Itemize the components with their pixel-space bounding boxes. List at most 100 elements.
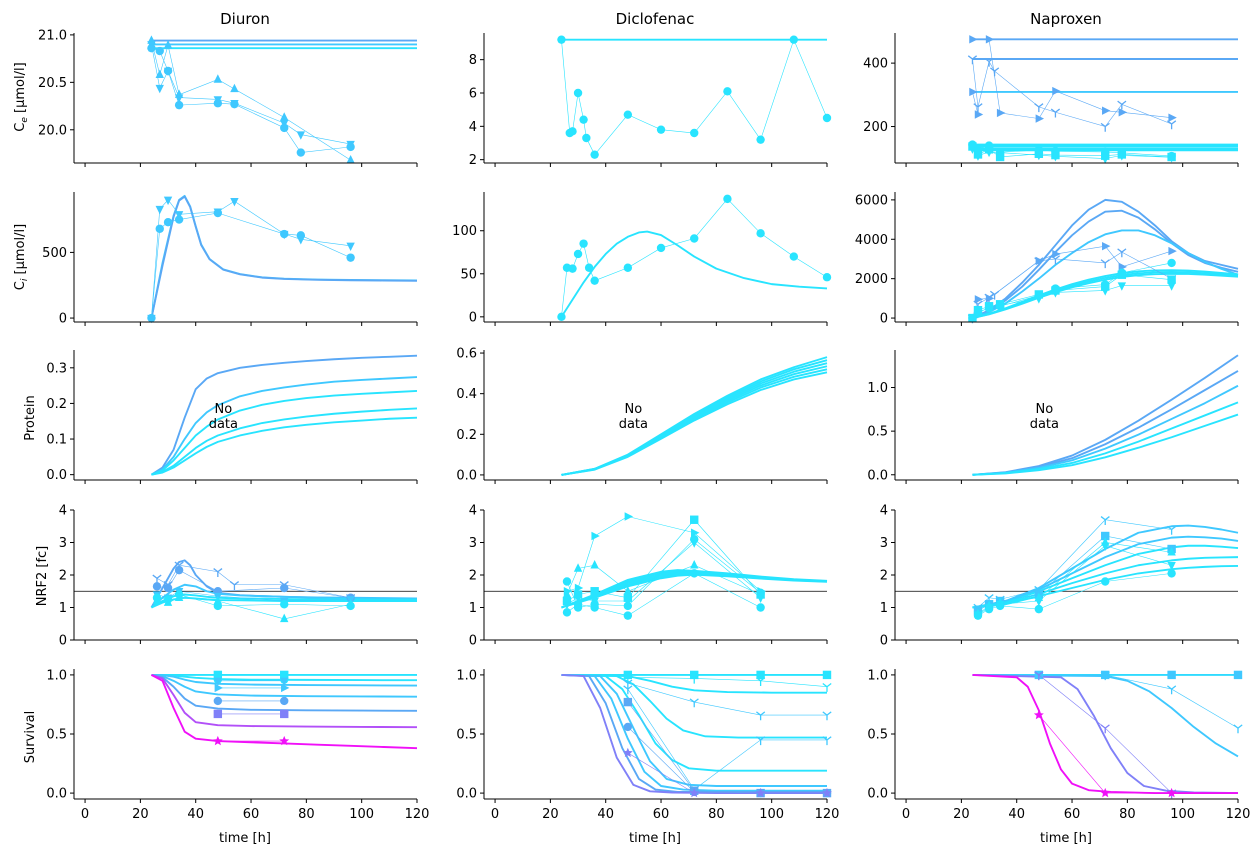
data-point (280, 123, 289, 133)
y-tick-label: 0.0 (867, 787, 888, 802)
data-point (690, 535, 699, 544)
data-point (996, 108, 1006, 118)
y-tick-label: 4 (469, 504, 477, 519)
data-point (623, 673, 633, 683)
observation-line (151, 212, 351, 319)
y-tick-label: 0 (469, 634, 477, 649)
data-point (574, 583, 584, 593)
data-point (1100, 259, 1110, 269)
panel-naproxen-ci: 0 2000 4000 6000 (855, 192, 1239, 327)
data-point (1101, 155, 1110, 164)
data-point (1033, 709, 1044, 720)
data-point (624, 512, 634, 521)
model-curve (151, 674, 418, 750)
data-point (1118, 108, 1128, 117)
observation-line (972, 274, 1172, 319)
data-point (689, 787, 700, 798)
data-point (1167, 569, 1176, 578)
data-point (1117, 282, 1127, 291)
y-tick-label: 0.0 (456, 787, 477, 802)
y-tick-label: 0 (880, 312, 888, 327)
data-point (689, 674, 699, 684)
data-point (756, 603, 765, 612)
data-point (230, 197, 239, 207)
row-label-ci: Ci [µmol/l] (13, 224, 30, 290)
data-point (582, 133, 591, 143)
data-point (568, 264, 577, 273)
data-point (690, 560, 699, 569)
data-point (1034, 671, 1044, 681)
data-point (756, 711, 766, 721)
model-curve (561, 673, 827, 787)
panel-diuron-ci-plot-area (147, 194, 418, 324)
y-tick-label: 1.0 (867, 381, 888, 396)
data-point (822, 670, 832, 680)
y-tick-label: 6 (469, 87, 477, 102)
data-point (1101, 531, 1110, 541)
data-point (562, 577, 572, 586)
data-point (1102, 241, 1111, 251)
data-point (973, 611, 983, 620)
data-point (213, 99, 223, 108)
model-curve (151, 376, 418, 476)
data-point (155, 84, 164, 94)
data-point (689, 698, 699, 708)
y-tick-label: 21.0 (38, 28, 67, 43)
model-curve (151, 416, 418, 476)
data-point (967, 55, 978, 65)
x-tick-label: 20 (132, 807, 149, 822)
data-point (623, 697, 633, 707)
data-point (968, 314, 977, 324)
data-point (155, 46, 164, 56)
data-point (789, 252, 799, 261)
data-point (622, 747, 633, 758)
panel-diuron-nrf2-plot-area (150, 559, 418, 623)
y-tick-label: 0 (59, 312, 67, 327)
data-point (163, 597, 173, 606)
data-point (213, 670, 223, 680)
y-tick-label: 3 (469, 536, 477, 551)
data-point (989, 67, 1000, 77)
data-point (557, 35, 566, 44)
y-tick-label: 0.2 (456, 428, 477, 443)
y-tick-label: 4 (469, 120, 477, 135)
data-point (1167, 685, 1177, 695)
data-point (230, 99, 239, 109)
data-point (690, 515, 699, 524)
data-point (346, 253, 355, 262)
no-data-annotation: No (215, 402, 233, 417)
data-point (1034, 151, 1044, 161)
column-title-diclofenac: Diclofenac (616, 10, 695, 28)
x-tick-label: 0 (902, 807, 910, 822)
data-point (1050, 255, 1061, 265)
x-tick-label: 60 (653, 807, 670, 822)
observation-line (151, 47, 351, 153)
data-point (822, 273, 832, 282)
row-label-nrf2: NRF2 [fc] (35, 546, 50, 607)
data-point (1034, 257, 1044, 267)
model-curve (151, 673, 418, 687)
y-tick-label: 0.5 (456, 728, 477, 743)
panel-diuron-survival-plot-area (151, 670, 418, 750)
y-tick-label: 2 (880, 569, 888, 584)
panel-diuron-ce-plot-area (147, 35, 417, 164)
data-point (623, 670, 633, 680)
data-point (213, 677, 223, 687)
model-curve (972, 413, 1239, 476)
data-point (623, 263, 633, 272)
y-tick-label: 2000 (855, 272, 888, 287)
model-curve (561, 368, 828, 476)
model-curve (561, 673, 827, 792)
data-point (1117, 270, 1127, 279)
data-point (1100, 122, 1110, 132)
data-point (1167, 670, 1176, 680)
data-point (562, 589, 572, 598)
data-point (623, 722, 633, 732)
row-label-ce: Ce [µmol/l] (13, 62, 30, 131)
data-point (1167, 562, 1176, 571)
data-point (163, 583, 173, 593)
panel-diuron-ci: 0 500 (42, 192, 418, 327)
data-point (573, 88, 583, 98)
data-point (573, 594, 583, 603)
y-tick-label: 1.0 (867, 668, 888, 683)
